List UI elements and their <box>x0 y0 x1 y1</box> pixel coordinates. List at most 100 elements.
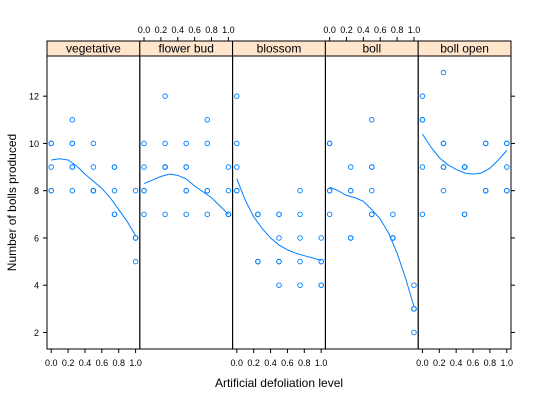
y-tick-label: 2 <box>34 328 39 338</box>
y-axis-label: Number of bolls produced <box>5 134 19 271</box>
x-tick-label-bottom: 0.2 <box>62 358 75 368</box>
data-point <box>297 258 303 265</box>
data-point <box>69 187 76 194</box>
data-point <box>132 235 139 241</box>
strip-label: flower bud <box>159 42 214 56</box>
data-point <box>347 235 354 241</box>
x-tick-label-top: 1.0 <box>222 25 235 35</box>
x-tick-label-top: 0.0 <box>138 25 151 35</box>
data-point <box>204 117 211 123</box>
data-point <box>234 140 240 147</box>
strip-label: boll <box>362 42 381 56</box>
data-point <box>141 164 147 170</box>
data-point <box>276 235 282 241</box>
data-point <box>419 93 426 99</box>
panel-blossom: blossom <box>232 40 326 350</box>
data-point <box>48 140 54 147</box>
x-tick-label-top: 0.4 <box>357 25 370 35</box>
data-point <box>48 187 54 194</box>
data-point <box>204 187 211 194</box>
data-point <box>369 187 375 194</box>
smooth-line <box>422 133 508 175</box>
panel-flower-bud: flower bud <box>139 40 234 350</box>
x-tick-label-top: 0.6 <box>188 25 201 35</box>
y-tick-label: 4 <box>34 281 39 291</box>
x-tick-label-bottom: 0.0 <box>231 358 244 368</box>
data-point <box>411 282 417 288</box>
data-point <box>48 164 54 170</box>
data-point <box>504 164 510 170</box>
data-point <box>204 140 211 147</box>
data-point <box>440 187 447 194</box>
smooth-line <box>51 158 137 236</box>
x-tick-label-top: 0.0 <box>323 25 336 35</box>
x-tick-label-bottom: 0.2 <box>247 358 260 368</box>
panel-frame <box>417 55 512 350</box>
x-tick-label-bottom: 0.8 <box>484 358 497 368</box>
data-point <box>111 211 118 218</box>
data-point <box>482 140 489 147</box>
y-tick-label: 12 <box>29 92 39 102</box>
data-point <box>234 93 240 99</box>
data-point <box>369 164 375 170</box>
data-point <box>90 164 97 170</box>
x-tick-label-top: 1.0 <box>408 25 421 35</box>
x-tick-label-bottom: 0.6 <box>96 358 109 368</box>
panel-frame <box>324 55 419 350</box>
data-point <box>132 187 139 194</box>
data-point <box>225 164 232 170</box>
data-point <box>318 282 324 288</box>
x-tick-label-bottom: 1.0 <box>315 358 328 368</box>
data-point <box>225 211 232 218</box>
strip-label: boll open <box>440 42 489 56</box>
data-point <box>369 117 375 123</box>
data-point <box>326 211 333 218</box>
data-point <box>225 187 232 194</box>
x-tick-label-bottom: 0.4 <box>450 358 463 368</box>
x-tick-label-bottom: 0.8 <box>298 358 311 368</box>
data-point <box>419 164 426 170</box>
data-point <box>504 140 510 147</box>
data-point <box>255 211 261 218</box>
x-axis-label: Artificial defoliation level <box>215 376 343 390</box>
data-point <box>411 306 417 312</box>
data-point <box>111 164 118 170</box>
data-point <box>162 164 168 170</box>
data-point <box>183 187 189 194</box>
data-point <box>390 235 396 241</box>
panel-vegetative: vegetative <box>46 40 141 350</box>
data-point <box>411 329 417 336</box>
x-tick-label-top: 0.2 <box>340 25 353 35</box>
data-point <box>297 282 303 288</box>
data-point <box>326 140 333 147</box>
data-point <box>204 211 211 218</box>
x-tick-label-bottom: 0.6 <box>281 358 294 368</box>
data-point <box>183 140 189 147</box>
smooth-line <box>236 178 322 261</box>
data-point <box>234 164 240 170</box>
data-point <box>276 282 282 288</box>
data-point <box>504 187 510 194</box>
y-tick-label: 8 <box>34 186 39 196</box>
data-point <box>461 211 468 218</box>
data-point <box>276 211 282 218</box>
x-tick-label-top: 0.6 <box>374 25 387 35</box>
x-tick-label-bottom: 0.8 <box>112 358 125 368</box>
data-point <box>369 211 375 218</box>
x-tick-label-top: 0.8 <box>205 25 218 35</box>
smooth-line <box>143 173 229 215</box>
x-tick-label-top: 0.4 <box>172 25 185 35</box>
data-point <box>162 93 168 99</box>
x-tick-label-bottom: 0.4 <box>264 358 277 368</box>
panel-boll: boll <box>324 40 419 350</box>
data-point <box>90 187 97 194</box>
data-point <box>390 211 396 218</box>
data-point <box>440 140 447 147</box>
data-point <box>141 187 147 194</box>
data-point <box>440 69 447 76</box>
x-tick-label-bottom: 0.0 <box>45 358 58 368</box>
strip-label: blossom <box>257 42 302 56</box>
smooth-line <box>329 186 415 307</box>
panel-frame <box>139 55 234 350</box>
